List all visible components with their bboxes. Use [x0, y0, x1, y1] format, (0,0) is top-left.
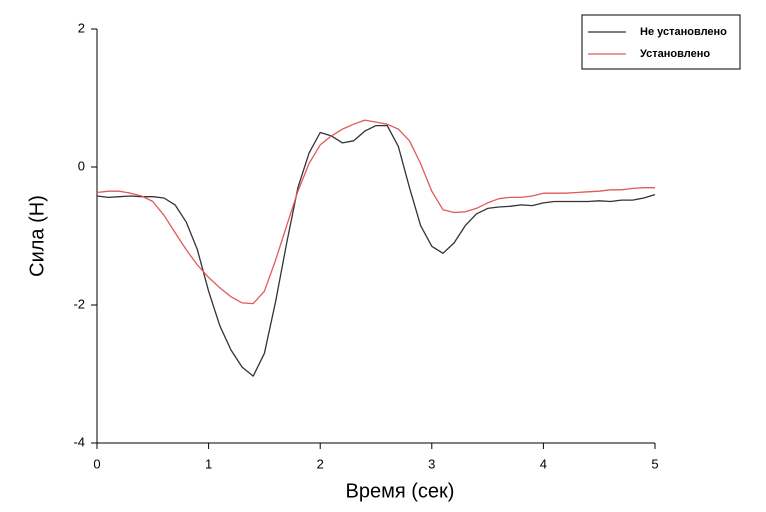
y-tick-label: 0: [78, 158, 85, 173]
y-axis-title: Сила (Н): [26, 195, 48, 277]
series-line: [96, 124, 656, 377]
x-axis-title: Время (сек): [346, 480, 455, 502]
x-tick-label: 0: [93, 456, 100, 471]
series-line: [96, 119, 655, 305]
y-tick-label: -2: [73, 296, 85, 311]
y-tick-label: 2: [78, 20, 85, 35]
x-tick-label: 3: [428, 456, 435, 471]
y-tick-label: -4: [73, 434, 85, 449]
legend-box: [581, 14, 741, 70]
x-tick-label: 4: [540, 456, 547, 471]
legend-label: Не установлено: [640, 26, 727, 38]
x-tick-label: 5: [651, 456, 658, 471]
x-tick-label: 1: [205, 456, 212, 471]
x-tick-label: 2: [317, 456, 324, 471]
legend-label: Установлено: [640, 48, 710, 60]
